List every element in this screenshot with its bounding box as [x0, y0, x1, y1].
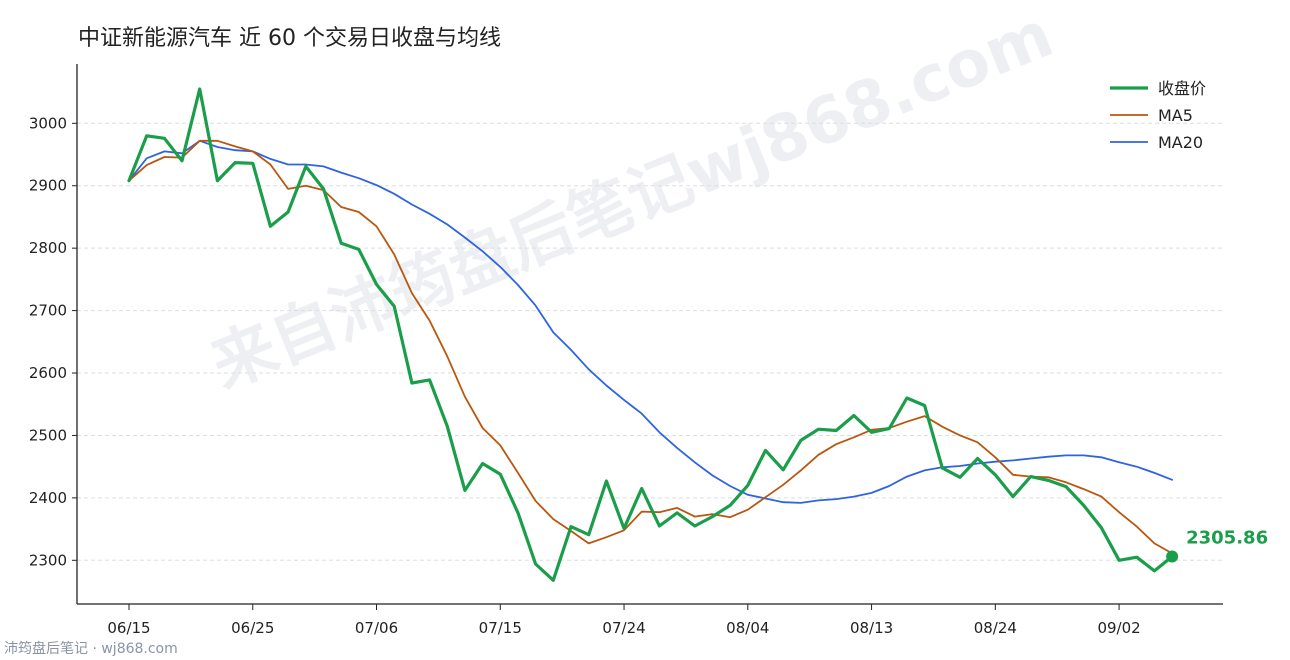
legend-label: 收盘价	[1158, 79, 1206, 98]
footer-credit: 沛筠盘后笔记 · wj868.com	[4, 641, 178, 657]
axes: 2300 2400 2500 2600 2700 2800 2900 3000 06/15 06/…	[29, 64, 1223, 637]
series-lines	[127, 87, 1174, 582]
y-tick-label: 2400	[29, 489, 67, 507]
x-tick-label: 06/25	[231, 619, 274, 637]
x-tick-label: 07/06	[355, 619, 398, 637]
legend: 收盘价 MA5 MA20	[1110, 79, 1206, 152]
x-tick-label: 07/24	[602, 619, 645, 637]
y-tick-label: 2700	[29, 302, 67, 320]
y-tick-label: 2900	[29, 177, 67, 195]
ma20-line	[128, 139, 1173, 504]
x-tick-label: 08/13	[850, 619, 893, 637]
y-tick-label: 3000	[29, 114, 67, 132]
last-close-label: 2305.86	[1186, 528, 1268, 549]
y-tick-label: 2300	[29, 551, 67, 569]
annotations: 2305.86	[1166, 528, 1268, 563]
y-tick-label: 2600	[29, 364, 67, 382]
watermark: 来自沛筠盘后笔记wj868.com	[201, 0, 1063, 403]
grid-lines	[77, 122, 1223, 561]
last-close-point	[1166, 550, 1179, 563]
legend-label: MA5	[1158, 106, 1193, 125]
y-tick-label: 2500	[29, 426, 67, 444]
y-tick-label: 2800	[29, 239, 67, 257]
ma5-line	[128, 139, 1173, 555]
x-tick-label: 09/02	[1097, 619, 1140, 637]
x-tick-label: 08/24	[974, 619, 1017, 637]
close-price-line	[127, 87, 1174, 582]
x-tick-label: 06/15	[107, 619, 150, 637]
x-tick-label: 07/15	[479, 619, 522, 637]
legend-label: MA20	[1158, 133, 1203, 152]
chart-title: 中证新能源汽车 近 60 个交易日收盘与均线	[78, 26, 501, 51]
x-tick-label: 08/04	[726, 619, 769, 637]
